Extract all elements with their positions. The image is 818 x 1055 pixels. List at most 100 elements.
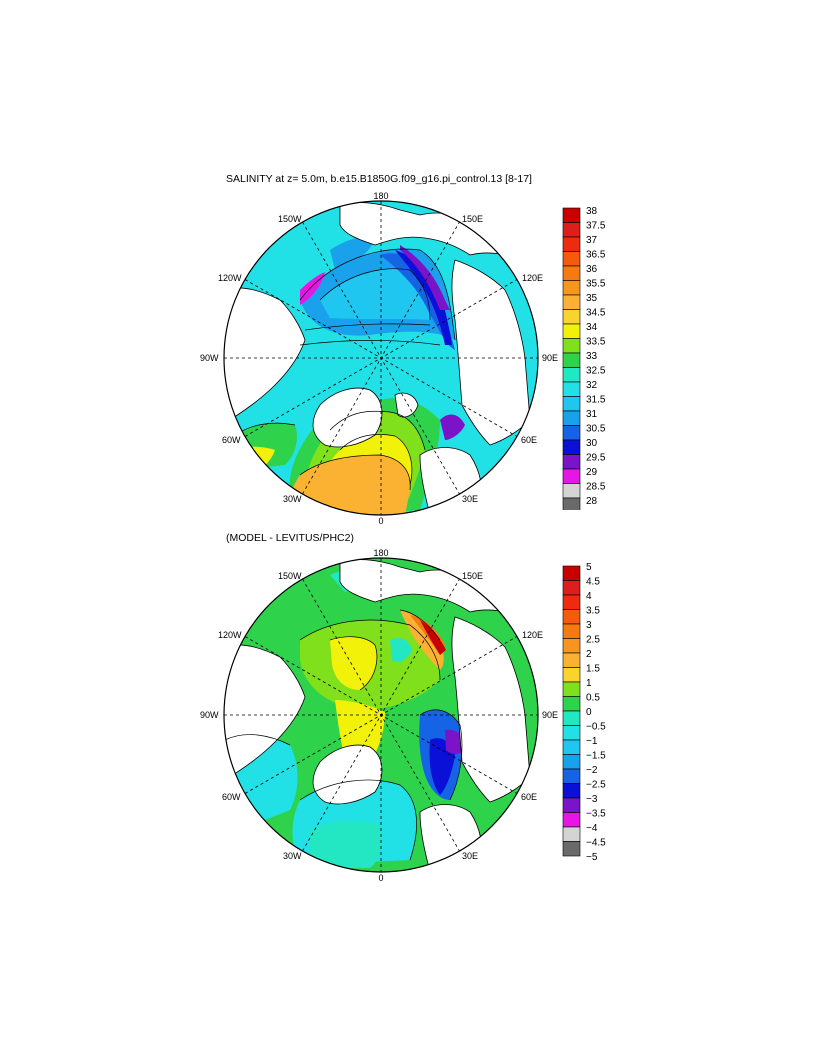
colorbar-tick-label: 4.5: [586, 577, 600, 588]
colorbar-swatch: [562, 797, 581, 813]
colorbar-swatch: [562, 783, 581, 799]
colorbar-tick-label: 35: [586, 293, 598, 304]
colorbar-swatch: [562, 265, 581, 281]
colorbar-tick-label: 28.5: [586, 482, 606, 493]
colorbar-swatch: [562, 609, 581, 625]
difference-map-title: (MODEL - LEVITUS/PHC2): [226, 532, 354, 544]
colorbar-swatch: [562, 696, 581, 712]
colorbar-tick-label: 0.5: [586, 693, 600, 704]
salinity-map-title: SALINITY at z= 5.0m, b.e15.B1850G.f09_g1…: [226, 173, 532, 185]
colorbar-swatch: [562, 483, 581, 499]
graticule: [224, 201, 538, 515]
colorbar-swatch: [562, 812, 581, 828]
graticule: [224, 558, 538, 872]
colorbar-tick-label: 1.5: [586, 664, 600, 675]
lon-label-right: 90E: [542, 353, 558, 363]
colorbar-swatch: [562, 667, 581, 683]
colorbar-tick-label: 36: [586, 264, 598, 275]
colorbar-tick-label: 30.5: [586, 424, 606, 435]
colorbar-tick-label: −4.5: [586, 838, 606, 849]
salinity-colorbar: 38 37.5 37 36.5 36 35.5 35 34.5 34 33.5 33 32.5 32 31…: [562, 206, 606, 510]
colorbar-swatch: [562, 425, 581, 441]
colorbar-swatch: [562, 497, 581, 510]
colorbar-tick-label: −5: [586, 852, 598, 863]
colorbar-tick-label: 37.5: [586, 221, 606, 232]
colorbar-tick-label: 4: [586, 591, 592, 602]
colorbar-tick-label: −4: [586, 823, 598, 834]
colorbar-tick-label: 32.5: [586, 366, 606, 377]
lon-label-150w: 150W: [278, 571, 302, 581]
colorbar-swatch: [562, 454, 581, 470]
colorbar-swatch: [562, 638, 581, 654]
colorbar-swatch: [562, 841, 581, 857]
lon-label-30w: 30W: [283, 494, 302, 504]
colorbar-swatch: [562, 280, 581, 296]
colorbar-tick-label: 38: [586, 206, 598, 217]
colorbar-swatch: [562, 352, 581, 368]
map-boundary: [223, 200, 539, 516]
colorbar-tick-label: 29: [586, 467, 598, 478]
colorbar-swatch: [562, 594, 581, 610]
colorbar-swatch: [562, 623, 581, 639]
map-boundary: [223, 557, 539, 873]
colorbar-swatch: [562, 826, 581, 842]
lon-label-120e: 120E: [522, 630, 543, 640]
colorbar-tick-label: −1: [586, 736, 598, 747]
colorbar-tick-label: 2: [586, 649, 592, 660]
lon-label-60w: 60W: [222, 435, 241, 445]
colorbar-tick-label: 31: [586, 409, 598, 420]
lon-label-120w: 120W: [218, 273, 242, 283]
colorbar-swatch: [562, 207, 581, 223]
colorbar-tick-label: 33: [586, 351, 598, 362]
lon-label-right: 90E: [542, 710, 558, 720]
colorbar-swatch: [562, 410, 581, 426]
lon-label-left: 90W: [200, 353, 219, 363]
lon-label-150w: 150W: [278, 214, 302, 224]
colorbar-swatch: [562, 710, 581, 726]
lon-label-60e: 60E: [521, 435, 537, 445]
lon-label-150e: 150E: [462, 571, 483, 581]
difference-polar-map: 180 0 90W 90E 150W 120W 150E 120E 60W 30…: [200, 548, 558, 883]
colorbar-tick-label: 35.5: [586, 279, 606, 290]
colorbar-tick-label: 28: [586, 496, 598, 507]
colorbar-tick-label: 1: [586, 678, 592, 689]
colorbar-tick-label: 5: [586, 563, 592, 573]
colorbar-swatch: [562, 323, 581, 339]
colorbar-tick-label: −1.5: [586, 751, 606, 762]
lon-label-60w: 60W: [222, 792, 241, 802]
colorbar-swatch: [562, 236, 581, 252]
colorbar-tick-label: 29.5: [586, 453, 606, 464]
difference-colorbar: 5 4.5 4 3.5 3 2.5 2 1.5 1 0.5 0 −0.5 −1 −1.5 −2 −2.5 −3 −…: [562, 563, 606, 863]
colorbar-swatch: [562, 381, 581, 397]
colorbar-swatch: [562, 367, 581, 383]
lon-label-30e: 30E: [462, 851, 478, 861]
colorbar-tick-label: 34.5: [586, 308, 606, 319]
colorbar-swatch: [562, 439, 581, 455]
lon-label-30w: 30W: [283, 851, 302, 861]
colorbar-swatch: [562, 681, 581, 697]
lon-label-60e: 60E: [521, 792, 537, 802]
colorbar-tick-label: −0.5: [586, 722, 606, 733]
colorbar-tick-label: 0: [586, 707, 592, 718]
lon-label-120e: 120E: [522, 273, 543, 283]
colorbar-swatch: [562, 251, 581, 267]
colorbar-tick-label: 34: [586, 322, 598, 333]
colorbar-tick-label: 31.5: [586, 395, 606, 406]
colorbar-swatch: [562, 580, 581, 596]
colorbar-swatch: [562, 468, 581, 484]
longitude-labels: 180 0 90W 90E 150W 120W 150E 120E 60W 30…: [200, 548, 558, 883]
colorbar-tick-label: −3: [586, 794, 598, 805]
colorbar-tick-label: 3.5: [586, 606, 600, 617]
colorbar-swatch: [562, 294, 581, 310]
lon-label-left: 90W: [200, 710, 219, 720]
colorbar-tick-label: 37: [586, 235, 598, 246]
colorbar-tick-label: −2.5: [586, 780, 606, 791]
colorbar-tick-label: 2.5: [586, 635, 600, 646]
colorbar-tick-label: 30: [586, 438, 598, 449]
salinity-polar-map: 180 0 90W 90E 150W 120W 150E 120E 60W 30…: [200, 191, 558, 526]
colorbar-swatch: [562, 396, 581, 412]
colorbar-swatch: [562, 739, 581, 755]
lon-label-top: 180: [373, 191, 388, 201]
colorbar-tick-label: 33.5: [586, 337, 606, 348]
lon-label-top: 180: [373, 548, 388, 558]
